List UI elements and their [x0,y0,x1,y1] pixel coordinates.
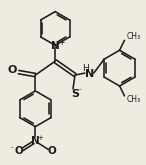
Text: N: N [51,41,60,51]
Text: ⁻: ⁻ [78,86,82,95]
Text: O: O [14,146,23,156]
Text: H: H [82,64,89,73]
Text: N: N [85,69,94,79]
Text: CH₃: CH₃ [126,95,141,104]
Text: CH₃: CH₃ [126,32,141,41]
Text: O: O [8,65,17,75]
Text: +: + [58,38,64,47]
Text: S: S [71,89,79,99]
Text: O: O [48,146,57,156]
Text: N: N [31,136,40,147]
Text: +: + [37,134,43,141]
Text: ⁻: ⁻ [9,144,14,153]
